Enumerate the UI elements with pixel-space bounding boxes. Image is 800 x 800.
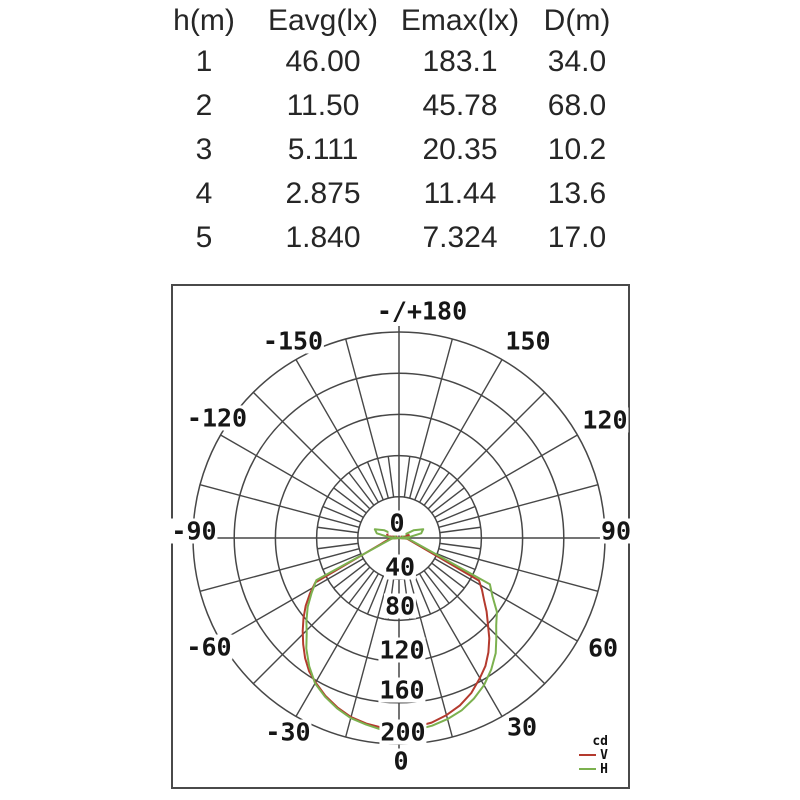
grid-fine-spoke — [414, 461, 432, 501]
grid-fine-spoke — [317, 542, 359, 550]
table-row: 2 11.50 45.78 68.0 — [150, 84, 622, 128]
grid-spoke — [199, 547, 360, 592]
grid-fine-spoke — [423, 570, 450, 604]
grid-spoke — [438, 484, 599, 529]
illuminance-table-body: 1 46.00 183.1 34.0 2 11.50 45.78 68.0 3 5.111 20.3… — [150, 40, 622, 260]
grid-fine-spoke — [333, 562, 367, 589]
table-cell: 20.35 — [422, 133, 498, 166]
grid-spoke — [345, 577, 390, 738]
grid-spoke — [199, 484, 360, 529]
column-header-hm: h(m) — [173, 4, 235, 37]
grid-fine-spoke — [387, 456, 395, 498]
table-cell: 13.6 — [547, 177, 607, 210]
table-cell: 3 — [195, 133, 213, 166]
grid-spoke — [427, 566, 546, 685]
grid-spoke — [220, 557, 364, 642]
column-header-dm: D(m) — [543, 4, 611, 37]
table-cell: 34.0 — [547, 45, 607, 78]
legend-h-label: H — [600, 761, 608, 777]
grid-fine-spoke — [403, 578, 411, 620]
grid-fine-spoke — [436, 553, 476, 571]
table-cell: 7.324 — [422, 221, 498, 254]
grid-fine-spoke — [431, 562, 465, 589]
legend-v-line-swatch — [579, 754, 597, 756]
table-cell: 4 — [195, 177, 213, 210]
table-cell: 45.78 — [422, 89, 498, 122]
polar-grid-svg — [173, 326, 628, 752]
table-cell: 5 — [195, 221, 213, 254]
table-cell: 11.50 — [286, 89, 360, 122]
column-header-eavglx: Eavg(lx) — [267, 4, 379, 37]
grid-spoke — [408, 338, 453, 499]
grid-fine-spoke — [366, 575, 384, 615]
grid-fine-spoke — [348, 570, 375, 604]
legend-h-line-swatch — [579, 768, 597, 770]
chart-legend: cd V H — [579, 734, 608, 776]
grid-spoke — [438, 547, 599, 592]
grid-fine-spoke — [439, 542, 481, 550]
legend-row-v: V — [579, 748, 608, 762]
grid-spoke — [434, 557, 578, 642]
grid-fine-spoke — [439, 526, 481, 534]
table-cell: 68.0 — [547, 89, 607, 122]
legend-row-h: H — [579, 762, 608, 776]
grid-fine-spoke — [387, 578, 395, 620]
grid-spoke — [295, 359, 380, 503]
grid-spoke — [418, 573, 503, 717]
grid-spoke — [252, 566, 371, 685]
legend-v-label: V — [600, 747, 608, 763]
table-cell: 5.111 — [287, 133, 359, 166]
illuminance-table-header: h(m) Eavg(lx) Emax(lx) D(m) — [150, 2, 622, 40]
h-plane-curve — [305, 528, 498, 733]
table-row: 3 5.111 20.35 10.2 — [150, 128, 622, 172]
grid-fine-spoke — [348, 472, 375, 506]
table-row: 4 2.875 11.44 13.6 — [150, 172, 622, 216]
grid-fine-spoke — [403, 456, 411, 498]
table-cell: 183.1 — [422, 45, 498, 78]
grid-fine-spoke — [414, 575, 432, 615]
table-cell: 17.0 — [547, 221, 607, 254]
grid-spoke — [220, 434, 364, 519]
grid-spoke — [295, 573, 380, 717]
table-row: 1 46.00 183.1 34.0 — [150, 40, 622, 84]
table-cell: 11.44 — [423, 177, 497, 210]
table-cell: 2 — [195, 89, 213, 122]
column-header-emaxlx: Emax(lx) — [400, 4, 520, 37]
table-row: 5 1.840 7.324 17.0 — [150, 216, 622, 260]
grid-fine-spoke — [436, 505, 476, 523]
illuminance-table: h(m) Eavg(lx) Emax(lx) D(m) 1 46.00 183.1 34.0… — [150, 2, 622, 260]
grid-fine-spoke — [322, 553, 362, 571]
table-cell: 10.2 — [547, 133, 607, 166]
table-cell: 1.840 — [285, 221, 361, 254]
grid-spoke — [408, 577, 453, 738]
grid-fine-spoke — [333, 487, 367, 514]
grid-spoke — [345, 338, 390, 499]
grid-fine-spoke — [431, 487, 465, 514]
grid-spoke — [418, 359, 503, 503]
grid-fine-spoke — [317, 526, 359, 534]
grid-spoke — [252, 391, 371, 510]
table-cell: 1 — [195, 45, 213, 78]
photometric-polar-chart: -/+180 -150 150 -120 120 -90 90 -60 60 -30 30 0 0 40 8… — [170, 284, 633, 789]
grid-fine-spoke — [366, 461, 384, 501]
grid-fine-spoke — [322, 505, 362, 523]
grid-spoke — [427, 391, 546, 510]
table-cell: 2.875 — [285, 177, 361, 210]
legend-unit-label: cd — [592, 733, 608, 749]
grid-fine-spoke — [423, 472, 450, 506]
table-cell: 46.00 — [285, 45, 361, 78]
grid-spoke — [434, 434, 578, 519]
